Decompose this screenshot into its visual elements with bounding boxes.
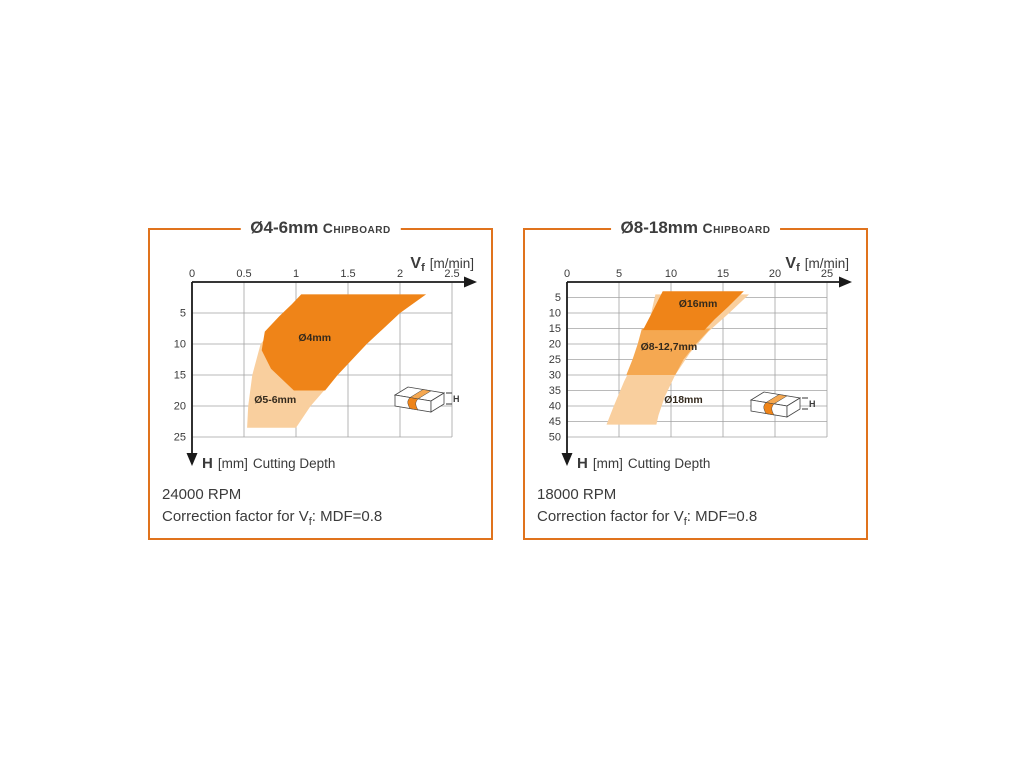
chart-panel-small-diameters: Ø4-6mm Chipboard 0 0.5 1 1.5 2 2.5 5 10 15 20 25 Ø… (148, 217, 493, 540)
y-tick-label: 20 (174, 401, 186, 413)
icon-depth-label: H (453, 394, 460, 404)
x-tick-label: 1 (293, 268, 299, 280)
x-tick-label: 15 (717, 268, 729, 280)
rpm-text: 24000 RPM (162, 486, 242, 503)
panel-title: Ø4-6mm Chipboard (240, 217, 401, 240)
x-tick-label: 20 (769, 268, 781, 280)
y-axis-title: H [mm] Cutting Depth (577, 455, 710, 472)
x-tick-label: 0.5 (236, 268, 251, 280)
y-tick-label: 15 (549, 323, 561, 335)
region-labels: Ø4mm Ø5-6mm (254, 332, 331, 406)
y-tick-label: 45 (549, 416, 561, 428)
correction-subscript: f (308, 516, 312, 528)
correction-note: Correction factor for Vf: MDF=0.8 (162, 507, 491, 532)
y-tick-label: 40 (549, 401, 561, 413)
data-regions (247, 294, 426, 428)
x-tick-label: 0 (189, 268, 195, 280)
correction-value: : MDF=0.8 (686, 508, 758, 525)
x-tick-label: 0 (564, 268, 570, 280)
title-material: Chipboard (702, 220, 771, 236)
data-regions (606, 291, 749, 425)
icon-depth-label: H (809, 399, 816, 409)
y-tick-label: 5 (180, 308, 186, 320)
correction-text: Correction factor for V (162, 508, 309, 525)
y-tick-label: 35 (549, 385, 561, 397)
y-axis-arrow-icon (186, 453, 198, 466)
region-labels: Ø16mm Ø8-12,7mm Ø18mm (641, 298, 718, 406)
y-tick-label: 10 (549, 308, 561, 320)
axes (186, 276, 477, 466)
correction-value: : MDF=0.8 (311, 508, 383, 525)
x-tick-label: 25 (821, 268, 833, 280)
panel-title: Ø8-18mm Chipboard (610, 217, 781, 240)
series-region (642, 291, 744, 331)
y-tick-label: 30 (549, 370, 561, 382)
y-axis-title: H [mm] Cutting Depth (202, 455, 335, 472)
x-tick-label: 5 (616, 268, 622, 280)
correction-text: Correction factor for V (537, 508, 684, 525)
y-tick-label: 25 (174, 432, 186, 444)
cutting-depth-icon: H (393, 386, 460, 413)
y-tick-label: 25 (549, 354, 561, 366)
x-tick-label: 10 (665, 268, 677, 280)
rpm-text: 18000 RPM (537, 486, 617, 503)
y-tick-label: 15 (174, 370, 186, 382)
region-label: Ø4mm (298, 332, 331, 344)
y-axis-arrow-icon (561, 453, 573, 466)
correction-subscript: f (683, 516, 687, 528)
correction-note: Correction factor for Vf: MDF=0.8 (537, 507, 866, 532)
x-axis-title: Vf [m/min] (410, 256, 474, 274)
x-axis-arrow-icon (464, 276, 477, 288)
region-label: Ø16mm (679, 298, 718, 310)
x-tick-label: 1.5 (340, 268, 355, 280)
chart-panel-large-diameters: Ø8-18mm Chipboard 0 5 10 15 20 25 5 10 15 20 25 30 3… (523, 217, 868, 540)
title-material: Chipboard (322, 220, 391, 236)
region-label: Ø18mm (664, 394, 703, 406)
chart-canvas: 0 0.5 1 1.5 2 2.5 5 10 15 20 25 Ø4mm Ø5-6mm Vf [m/mi… (174, 256, 477, 472)
series-region (261, 294, 426, 391)
tick-labels: 0 0.5 1 1.5 2 2.5 5 10 15 20 25 (174, 268, 460, 444)
y-tick-label: 50 (549, 432, 561, 444)
series-region (626, 328, 711, 375)
y-tick-label: 10 (174, 339, 186, 351)
region-label: Ø8-12,7mm (641, 341, 698, 353)
axes (561, 276, 852, 466)
y-tick-label: 5 (555, 292, 561, 304)
cutting-depth-icon: H (749, 391, 816, 418)
x-tick-label: 2 (397, 268, 403, 280)
x-axis-arrow-icon (839, 276, 852, 288)
title-diameter-range: Ø4-6mm (250, 218, 319, 237)
title-diameter-range: Ø8-18mm (620, 218, 699, 237)
region-label: Ø5-6mm (254, 394, 296, 406)
y-tick-label: 20 (549, 339, 561, 351)
x-tick-label: 2.5 (444, 268, 459, 280)
x-axis-title: Vf [m/min] (785, 256, 849, 274)
